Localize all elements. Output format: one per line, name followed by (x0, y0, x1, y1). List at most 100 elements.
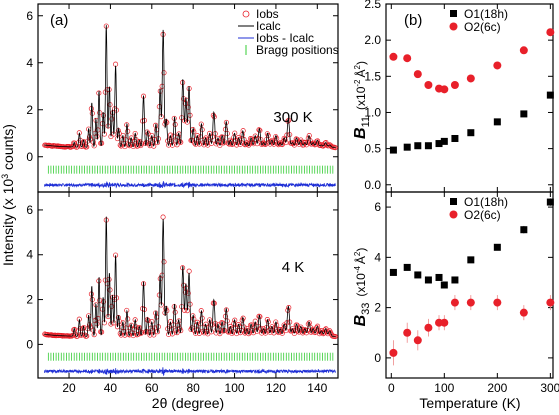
bottom-right-plot: 0 100 200 300 0 2 4 6 O1(18h)O2(6c) (374, 192, 559, 395)
o1-point (493, 243, 501, 251)
iobs-point (208, 329, 215, 335)
iobs-point (262, 330, 269, 336)
iobs-point (234, 142, 240, 148)
top-right-plot: 0.0 0.5 1.0 1.5 2.0 2.5 O1(18h)O2(6c) (364, 0, 555, 192)
o2-point (450, 298, 459, 307)
iobs-point (147, 143, 153, 149)
legend-label: Iobs (256, 7, 279, 21)
iobs-point (130, 333, 136, 339)
o1-point (493, 118, 501, 126)
iobs-point (282, 137, 288, 143)
o1-point (414, 271, 422, 279)
legend-o1-marker (450, 198, 457, 205)
panel-label-a: (a) (50, 12, 68, 29)
legend-label: Icalc (256, 19, 281, 33)
iobs-point (291, 142, 297, 148)
diff-line (43, 181, 336, 189)
o2-point (403, 328, 412, 337)
o2-point (403, 54, 412, 63)
o2-point (440, 318, 449, 327)
panel-label-b: (b) (404, 12, 422, 29)
legend-o2-marker (449, 210, 458, 219)
o2-point (493, 61, 502, 70)
iobs-point (252, 318, 258, 324)
o1-point (403, 263, 411, 271)
x-tick-label: 300 (540, 381, 559, 395)
y-tick-label: 6 (26, 9, 33, 23)
iobs-point (298, 324, 304, 330)
o1-point (389, 146, 397, 154)
o1-point (520, 110, 528, 118)
y-tick-label: 4 (26, 248, 33, 262)
o2-point (389, 52, 398, 61)
o2-point (440, 85, 449, 94)
bottom-left-plot: 20 40 60 80 100 120 140 0 2 4 6 4 K (26, 192, 338, 395)
legend-o2-marker (449, 22, 458, 31)
iobs-point (193, 141, 199, 147)
o1-point (467, 129, 475, 137)
iobs-point (217, 142, 223, 149)
iobs-point (306, 133, 312, 139)
o2-point (424, 80, 433, 89)
y-tick-label: 1.5 (364, 69, 381, 83)
o1-point (546, 91, 554, 99)
y-tick-label: 2.0 (364, 33, 381, 47)
y-tick-label: 4 (26, 56, 33, 70)
x-tick-label: 100 (434, 381, 454, 395)
o1-point (467, 256, 475, 264)
x-tick-label: 100 (225, 381, 245, 395)
iobs-point (291, 330, 297, 337)
o2-point (389, 348, 398, 357)
y-tick-label: 6 (374, 200, 381, 214)
o2-point (424, 323, 433, 332)
iobs-point (160, 214, 166, 220)
o1-point (451, 276, 459, 284)
y-tick-label: 2.5 (364, 0, 381, 11)
iobs-point (73, 144, 80, 150)
iobs-point (166, 142, 172, 148)
iobs-point (315, 138, 321, 144)
o2-point (450, 80, 459, 89)
legend-label: O2(6c) (464, 208, 501, 222)
right-x-axis-label: Temperature (K) (419, 395, 520, 411)
iobs-point (74, 333, 80, 339)
bottom-right-plot-frame (385, 191, 554, 379)
x-tick-label: 140 (307, 381, 327, 395)
o2-point (519, 308, 528, 317)
b33-axis-label: B33(x10-4Å2) (352, 248, 372, 327)
iobs-point (151, 332, 157, 338)
legend-label: Bragg positions (256, 43, 339, 57)
iobs-point (321, 330, 327, 336)
iobs-point (84, 333, 90, 339)
legend-o1-marker (450, 10, 457, 17)
iobs-point (72, 140, 78, 146)
iobs-point (113, 61, 119, 67)
y-tick-label: 0.0 (364, 178, 381, 192)
legend-label: Iobs - Icalc (256, 31, 314, 45)
o1-point (520, 226, 528, 234)
iobs-point (289, 140, 295, 146)
o2-point (413, 336, 422, 345)
o2-point (519, 46, 528, 55)
iobs-point (149, 132, 155, 139)
o1-point (440, 137, 448, 145)
iobs-point (217, 331, 223, 337)
x-tick-label: 40 (104, 381, 118, 395)
x-tick-label: 60 (145, 381, 159, 395)
b11-axis-label: B11(x10-2Å2) (352, 61, 372, 139)
temperature-annotation: 4 K (282, 259, 305, 276)
o2-point (546, 298, 555, 307)
y-tick-label: 2 (26, 293, 33, 307)
left-x-axis-label: 2θ (degree) (152, 395, 224, 411)
o1-point (403, 143, 411, 151)
iobs-point (260, 141, 266, 147)
x-tick-label: 0 (388, 381, 395, 395)
y-tick-label: 0 (26, 150, 33, 164)
iobs-point (269, 324, 275, 330)
o2-point (413, 70, 422, 79)
iobs-point (84, 144, 90, 150)
iobs-point (234, 331, 240, 337)
o2-point (466, 74, 475, 83)
diff-line (44, 367, 337, 377)
